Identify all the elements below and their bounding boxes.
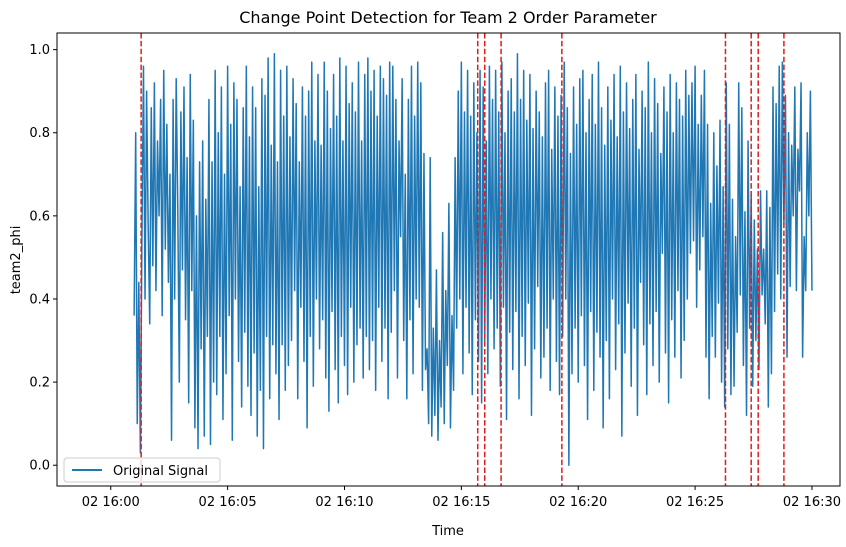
series-line-original-signal	[133, 53, 813, 466]
series-layer	[133, 53, 813, 466]
x-tick-label: 02 16:00	[82, 495, 140, 510]
y-tick-label: 0.6	[29, 209, 50, 224]
legend-box	[63, 457, 221, 483]
x-tick-label: 02 16:05	[199, 495, 257, 510]
x-axis: 02 16:00 02 16:05 02 16:10 02 16:15 02 16:20…	[82, 486, 841, 510]
x-tick-label: 02 16:30	[783, 495, 841, 510]
change-point-layer	[140, 33, 785, 486]
y-tick-label: 0.0	[29, 459, 50, 474]
x-axis-label: Time	[431, 524, 464, 539]
chart-title: Change Point Detection for Team 2 Order …	[239, 8, 657, 27]
x-tick-label: 02 16:25	[666, 495, 724, 510]
plot-border	[56, 32, 841, 487]
legend: Original Signal	[63, 457, 221, 483]
x-tick-label: 02 16:10	[315, 495, 373, 510]
x-tick-label: 02 16:20	[549, 495, 607, 510]
y-axis-label: team2_phi	[9, 226, 24, 295]
legend-entry: Original Signal	[113, 464, 208, 479]
y-axis: 0.0 0.2 0.4 0.6 0.8 1.0	[29, 43, 57, 474]
y-tick-label: 1.0	[29, 43, 50, 58]
x-tick-label: 02 16:15	[432, 495, 490, 510]
y-tick-label: 0.2	[29, 376, 50, 391]
y-tick-label: 0.8	[29, 126, 50, 141]
y-tick-label: 0.4	[29, 292, 50, 307]
